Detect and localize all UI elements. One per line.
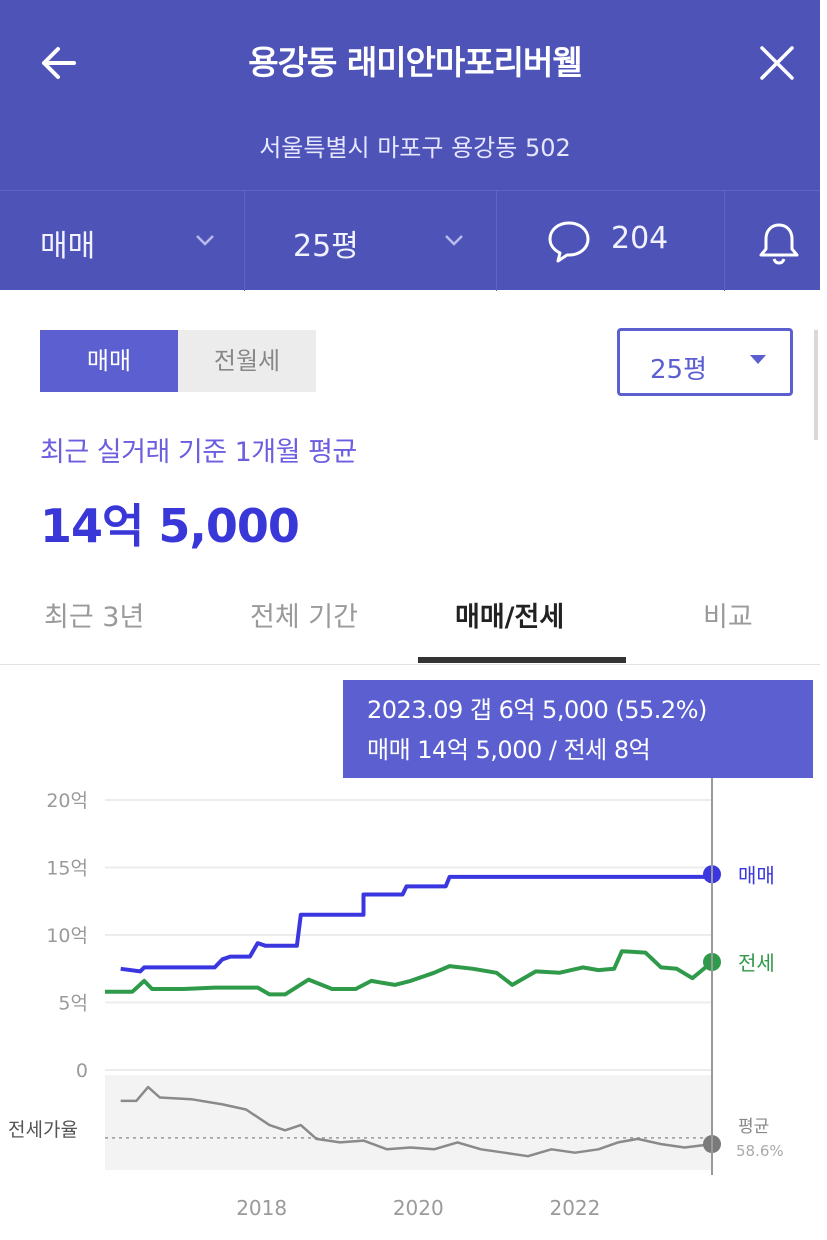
- tab-sale-jeonse[interactable]: 매매/전세: [455, 602, 565, 633]
- ratio-line: [120, 1085, 713, 1158]
- comment-count: 204: [611, 221, 669, 256]
- size-label: 25평: [293, 229, 359, 264]
- y-tick-label: 0: [76, 1060, 88, 1082]
- chart-tooltip: 2023.09 갭 6억 5,000 (55.2%) 매매 14억 5,000 …: [343, 680, 813, 778]
- size-select-value: 25평: [650, 355, 708, 385]
- segment-rent[interactable]: 전월세: [213, 347, 281, 375]
- header: 용강동 래미안마포리버웰 서울특별시 마포구 용강동 502 매매 25평 2: [0, 0, 820, 291]
- average-label: 최근 실거래 기준 1개월 평균: [40, 437, 357, 468]
- ratio-average-value: 58.6%: [736, 1142, 784, 1160]
- comments-button[interactable]: 204: [497, 191, 725, 291]
- segment-sale[interactable]: 매매: [40, 330, 178, 392]
- y-tick-label: 10억: [46, 925, 88, 947]
- bell-icon: [755, 219, 803, 271]
- ratio-label: 전세가율: [8, 1119, 78, 1141]
- size-dropdown[interactable]: 25평: [245, 191, 497, 291]
- ratio-average-label: 평균: [738, 1117, 769, 1137]
- trade-segment-toggle: 매매 전월세: [40, 330, 316, 392]
- y-tick-label: 5억: [58, 993, 88, 1015]
- page-title: 용강동 래미안마포리버웰: [248, 43, 582, 82]
- average-price: 14억 5,000: [40, 499, 300, 553]
- tab-recent-3y[interactable]: 최근 3년: [44, 602, 145, 633]
- size-select[interactable]: 25평: [617, 328, 793, 396]
- x-tick-label: 2018: [236, 1196, 287, 1220]
- sale-price-line: [120, 872, 713, 974]
- tooltip-price-line: 매매 14억 5,000 / 전세 8억: [367, 736, 651, 764]
- x-tick-label: 2020: [393, 1196, 444, 1220]
- tooltip-gap-line: 2023.09 갭 6억 5,000 (55.2%): [367, 696, 707, 724]
- arrow-left-icon[interactable]: [34, 38, 84, 88]
- chevron-down-icon: [441, 227, 467, 253]
- ratio-band: [105, 1075, 712, 1170]
- speech-bubble-icon: [545, 217, 593, 269]
- jeonse-price-line: [105, 949, 714, 997]
- jeonse-series-label: 전세: [738, 951, 775, 975]
- notification-button[interactable]: [725, 191, 820, 291]
- y-tick-label: 20억: [46, 790, 88, 812]
- filter-bar: 매매 25평 204: [0, 190, 820, 291]
- address-text: 서울특별시 마포구 용강동 502: [259, 134, 571, 162]
- sale-series-label: 매매: [738, 863, 775, 887]
- tab-all-period[interactable]: 전체 기간: [250, 602, 358, 633]
- scroll-edge: [814, 330, 818, 440]
- y-tick-label: 15억: [46, 858, 88, 880]
- period-tabs: 최근 3년 전체 기간 매매/전세 비교: [0, 585, 820, 665]
- trade-type-dropdown[interactable]: 매매: [0, 191, 245, 291]
- trade-type-label: 매매: [40, 229, 96, 264]
- close-icon[interactable]: [752, 38, 802, 88]
- active-tab-indicator: [418, 657, 626, 663]
- caret-down-icon: [750, 355, 766, 364]
- x-tick-label: 2022: [549, 1196, 600, 1220]
- chevron-down-icon: [192, 227, 218, 253]
- tab-compare[interactable]: 비교: [703, 602, 753, 633]
